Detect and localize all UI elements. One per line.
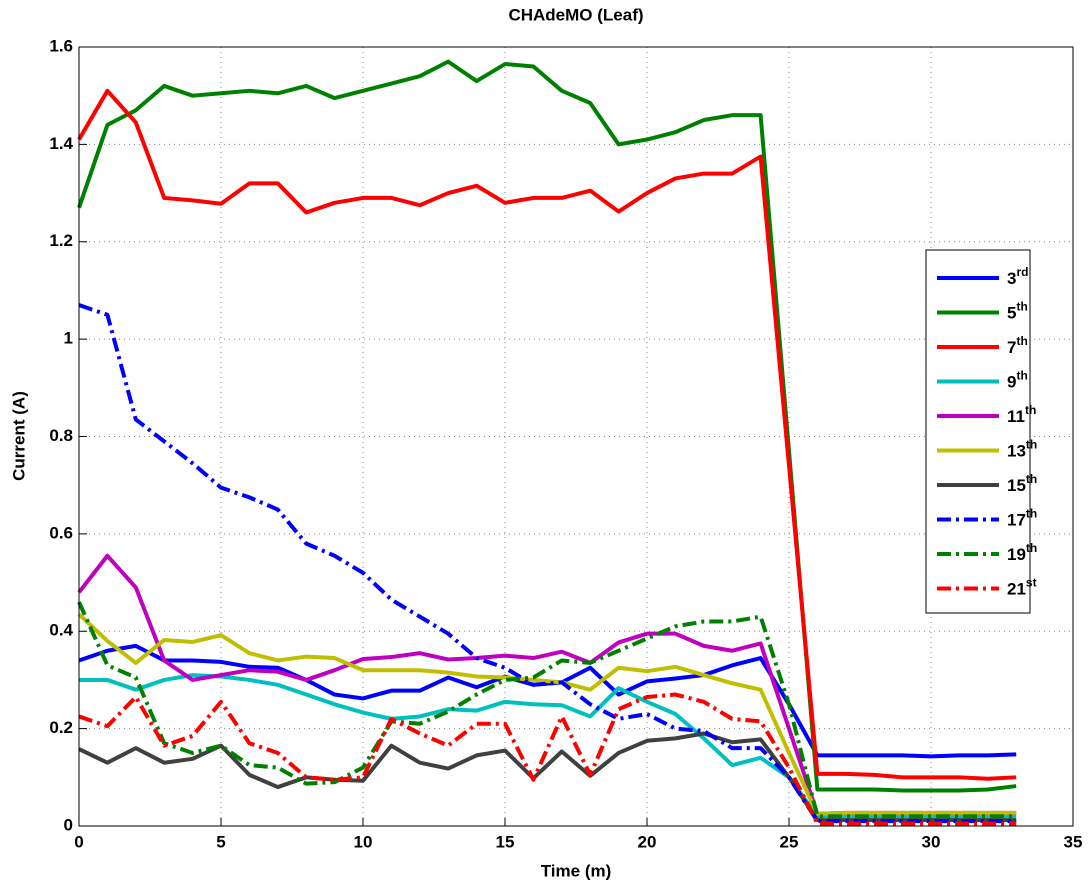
- x-tick-label: 30: [922, 832, 941, 851]
- y-tick-label: 1: [64, 329, 73, 348]
- legend-label: 17th: [1007, 507, 1037, 530]
- y-axis-label: Current (A): [9, 391, 28, 481]
- legend-label: 9th: [1007, 369, 1028, 392]
- y-tick-label: 1.2: [49, 231, 73, 250]
- data-line: [77, 88, 1017, 781]
- x-axis-label: Time (m): [541, 861, 612, 880]
- x-tick-label: 5: [216, 832, 225, 851]
- legend-label: 13th: [1007, 438, 1037, 461]
- x-tick-label: 20: [638, 832, 657, 851]
- y-tick-label: 1.6: [49, 36, 73, 55]
- axes-frame: [78, 46, 1074, 827]
- legend-label: 7th: [1007, 334, 1028, 357]
- legend: 3rd 5th 7th 9th 11th 13th 15th 17th 19th 21st: [925, 249, 1037, 614]
- legend-label: 5th: [1007, 300, 1028, 323]
- legend-label: 15th: [1007, 472, 1037, 495]
- data-line: [78, 303, 1017, 824]
- x-tick-label: 0: [74, 832, 83, 851]
- legend-label: 11th: [1007, 403, 1036, 426]
- data-line: [77, 612, 1017, 816]
- x-tick-label: 35: [1064, 832, 1083, 851]
- legend-label: 19th: [1007, 541, 1037, 564]
- y-tick-label: 0.4: [49, 621, 73, 640]
- data-line: [77, 59, 1017, 793]
- y-tick-label: 1.4: [49, 134, 73, 153]
- x-tick-label: 15: [496, 832, 515, 851]
- data-line: [78, 643, 1017, 759]
- legend-label: 3rd: [1007, 265, 1028, 288]
- x-tick-label: 10: [354, 832, 373, 851]
- legend-label: 21st: [1007, 576, 1037, 599]
- y-tick-label: 0.6: [49, 523, 73, 542]
- data-line: [77, 601, 1017, 819]
- x-tick-label: 25: [780, 832, 799, 851]
- y-tick-label: 0: [64, 815, 73, 834]
- data-line: [78, 692, 1017, 826]
- y-tick-label: 0.2: [49, 718, 73, 737]
- chart-title: CHAdeMO (Leaf): [508, 5, 643, 24]
- y-tick-label: 0.8: [49, 426, 73, 445]
